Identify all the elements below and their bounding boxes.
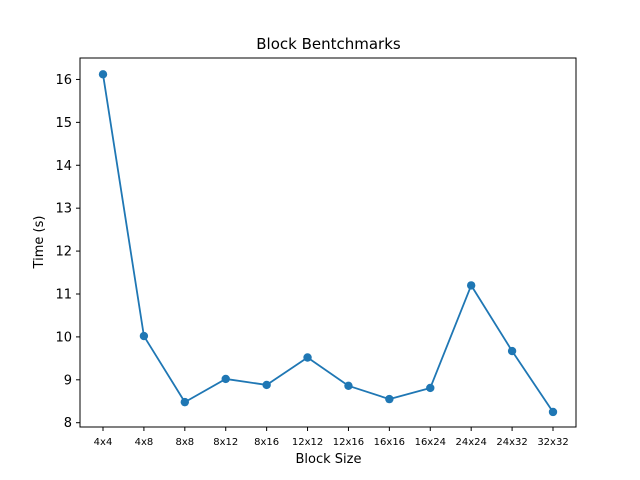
y-tick-label: 15 <box>55 116 72 131</box>
data-point <box>344 381 353 391</box>
y-tick-label: 12 <box>55 245 72 260</box>
data-point <box>548 407 558 417</box>
data-point <box>385 394 394 404</box>
x-axis-label: Block Size <box>296 452 362 467</box>
data-point <box>98 70 108 79</box>
x-axis: 4x4 4x8 8x8 8x12 8x16 12x12 12x16 16x16 16x24 24x… <box>94 427 569 448</box>
data-point <box>139 331 149 341</box>
y-axis-label: Time (s) <box>32 216 47 270</box>
x-tick-label: 16x16 <box>374 437 405 448</box>
data-point <box>303 353 312 362</box>
y-tick-label: 13 <box>55 202 72 217</box>
x-tick-label: 32x32 <box>537 437 568 448</box>
data-point <box>466 281 476 290</box>
y-tick-label: 9 <box>64 373 72 388</box>
data-point <box>426 383 435 393</box>
x-tick-label: 4x4 <box>94 437 113 448</box>
data-point <box>221 374 230 384</box>
x-tick-label: 4x8 <box>135 437 154 448</box>
y-tick-label: 16 <box>55 73 72 88</box>
x-tick-label: 12x16 <box>333 437 364 448</box>
y-tick-label: 11 <box>55 287 72 302</box>
x-tick-label: 12x12 <box>292 437 323 448</box>
chart-title: Block Bentchmarks <box>256 35 401 53</box>
x-tick-label: 24x32 <box>496 437 527 448</box>
y-tick-label: 14 <box>55 159 72 174</box>
data-point <box>180 397 190 407</box>
x-tick-label: 8x16 <box>254 437 279 448</box>
y-tick-label: 8 <box>64 416 72 431</box>
y-axis: 8 9 10 11 12 13 14 15 16 <box>55 73 80 431</box>
x-tick-label: 8x8 <box>175 437 194 448</box>
data-point <box>507 346 517 356</box>
data-point <box>262 380 271 390</box>
series-layer <box>98 70 558 417</box>
y-tick-label: 10 <box>55 330 72 345</box>
x-tick-label: 8x12 <box>213 437 238 448</box>
x-tick-label: 16x24 <box>415 437 446 448</box>
x-tick-label: 24x24 <box>455 437 486 448</box>
series-line <box>102 74 554 413</box>
